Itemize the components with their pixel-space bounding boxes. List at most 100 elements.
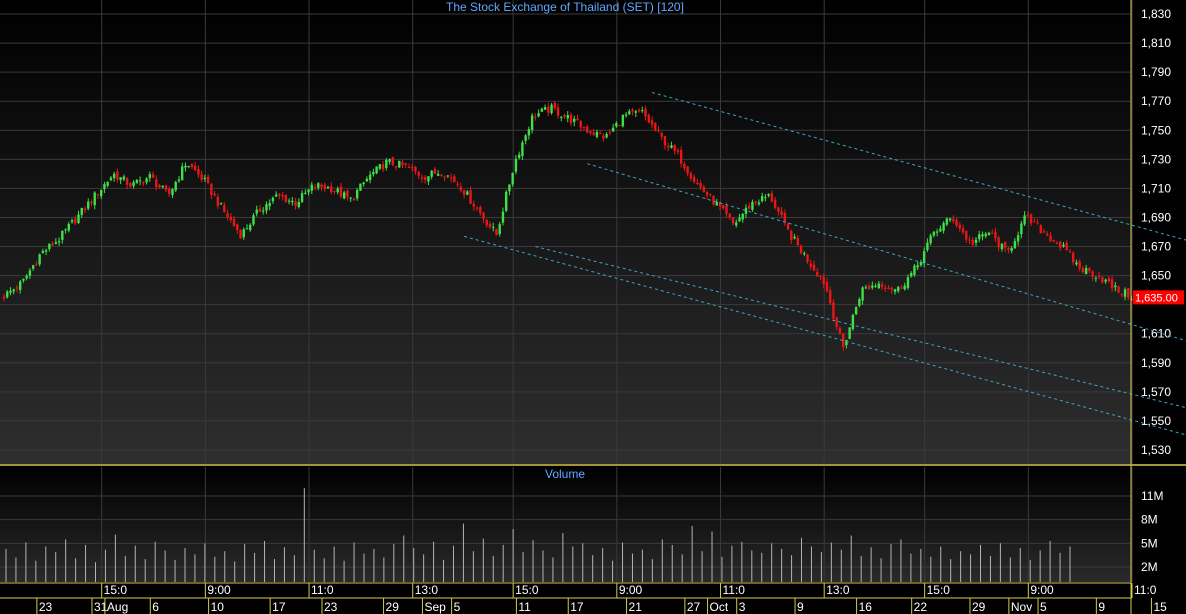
candle-body	[1062, 244, 1065, 247]
candle-body	[770, 193, 774, 202]
candle-body	[955, 219, 958, 226]
candle-body	[479, 207, 482, 214]
candle-body	[193, 165, 197, 171]
price-tick-label: 1,810	[1141, 36, 1171, 50]
date-label: 22	[914, 600, 928, 614]
candle-body	[456, 184, 459, 186]
date-label: 29	[386, 600, 400, 614]
candle-body	[566, 115, 569, 119]
candle-body	[229, 216, 232, 221]
candle-body	[880, 284, 884, 288]
candle-body	[913, 265, 916, 275]
candle-body	[757, 202, 761, 205]
time-label: 13:0	[826, 583, 850, 597]
candle-body	[1075, 262, 1078, 265]
candle-body	[158, 185, 161, 188]
candle-body	[563, 114, 566, 117]
candle-body	[155, 179, 158, 187]
candle-body	[965, 230, 968, 240]
candle-body	[258, 208, 262, 212]
candle-body	[459, 186, 463, 191]
candle-body	[449, 177, 453, 179]
price-tick-label: 1,590	[1141, 356, 1171, 370]
price-panel-bg	[0, 0, 1131, 464]
candle-body	[760, 196, 764, 201]
candle-body	[932, 231, 936, 236]
candle-body	[1078, 261, 1081, 269]
volume-tick-label: 5M	[1141, 536, 1158, 550]
candle-body	[1046, 233, 1049, 236]
candle-body	[317, 183, 320, 188]
candle-body	[226, 213, 229, 218]
candle-body	[683, 163, 686, 169]
candle-body	[910, 272, 913, 277]
price-tick-label: 1,570	[1141, 385, 1171, 399]
date-label: 23	[324, 600, 338, 614]
candle-body	[968, 239, 971, 241]
candle-body	[961, 228, 965, 233]
candle-body	[615, 123, 618, 127]
candle-body	[433, 168, 437, 174]
trendline[interactable]	[463, 235, 1186, 453]
trendline[interactable]	[535, 246, 1186, 424]
candle-body	[735, 222, 738, 226]
candle-body	[219, 203, 223, 205]
candle-body	[508, 184, 511, 192]
candle-body	[174, 181, 177, 191]
candle-body	[867, 285, 871, 289]
candle-body	[997, 237, 1000, 248]
candle-body	[702, 186, 706, 192]
candle-body	[103, 184, 106, 190]
price-tick-label: 1,690	[1141, 210, 1171, 224]
candle-body	[190, 163, 194, 167]
candle-body	[589, 131, 592, 134]
candle-body	[1101, 276, 1104, 283]
candle-body	[569, 114, 573, 124]
candle-body	[427, 176, 430, 182]
candle-body	[514, 158, 518, 172]
candle-body	[407, 166, 411, 168]
candle-body	[547, 106, 550, 113]
candle-body	[404, 163, 407, 165]
candle-body	[793, 236, 796, 239]
candle-body	[676, 150, 680, 152]
candle-body	[268, 203, 271, 207]
trendline[interactable]	[651, 91, 1186, 258]
candle-body	[618, 124, 621, 126]
volume-panel-bg	[0, 467, 1131, 582]
candle-body	[177, 179, 181, 182]
candle-body	[809, 263, 812, 267]
date-label: 11	[518, 600, 531, 614]
candle-body	[858, 299, 861, 306]
trendline[interactable]	[587, 163, 1186, 360]
date-label: Oct	[710, 600, 729, 614]
candle-body	[70, 220, 74, 222]
candle-body	[122, 176, 126, 180]
time-label: 11:0	[723, 583, 746, 597]
price-tick-label: 1,610	[1141, 327, 1171, 341]
candle-body	[634, 111, 637, 113]
candle-body	[751, 201, 754, 210]
last-price-box	[1133, 290, 1184, 305]
candle-body	[550, 104, 553, 114]
candle-body	[994, 231, 997, 239]
time-label: 15:0	[927, 583, 951, 597]
candle-body	[595, 131, 599, 137]
candle-body	[893, 289, 897, 292]
candle-body	[900, 287, 903, 289]
candle-body	[206, 176, 210, 183]
candle-body	[64, 229, 67, 231]
candle-body	[832, 302, 835, 319]
time-label: 9:00	[1030, 583, 1054, 597]
candle-body	[181, 166, 184, 180]
candle-body	[1059, 241, 1062, 248]
candle-body	[164, 185, 168, 190]
candle-body	[151, 174, 155, 178]
candle-body	[9, 290, 12, 293]
candle-body	[391, 157, 394, 166]
candle-body	[838, 328, 842, 334]
price-tick-label: 1,770	[1141, 94, 1171, 108]
candle-body	[854, 307, 858, 315]
candle-body	[200, 174, 203, 180]
